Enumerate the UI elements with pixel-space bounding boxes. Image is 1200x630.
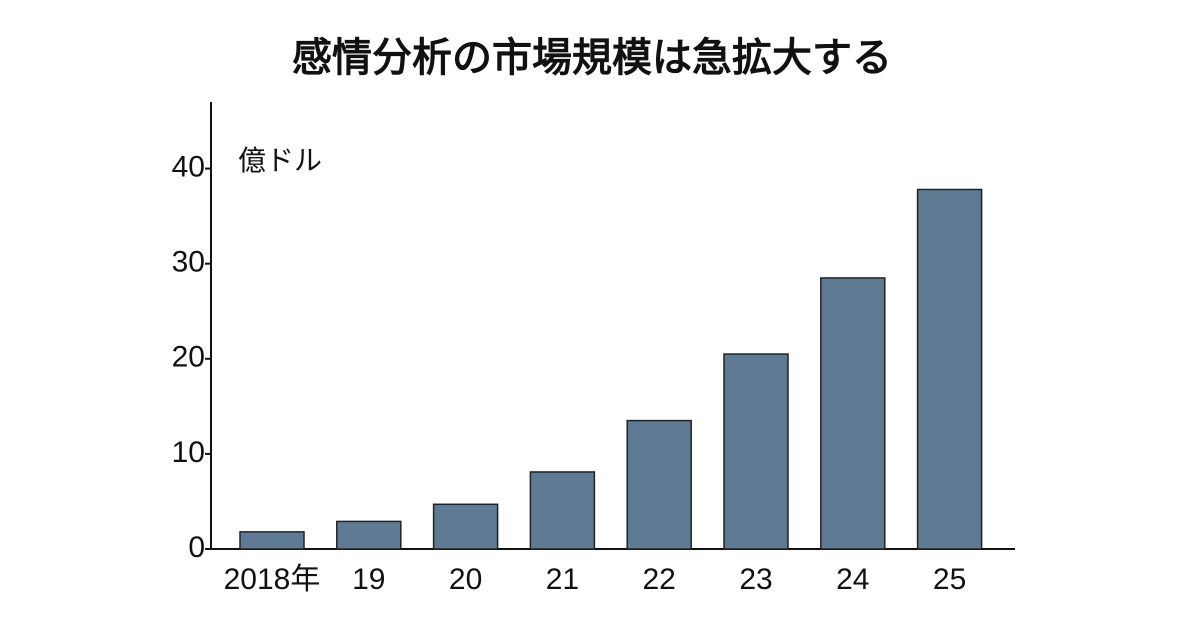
bar xyxy=(916,188,983,550)
bar xyxy=(820,277,886,550)
x-tick-label: 19 xyxy=(352,563,385,596)
x-tick-label: 21 xyxy=(546,563,579,596)
bar xyxy=(529,471,596,550)
y-tick-label: 10 xyxy=(172,436,205,469)
x-tick-label: 25 xyxy=(933,563,966,596)
chart-title: 感情分析の市場規模は急拡大する xyxy=(292,35,892,81)
y-tick-label: 20 xyxy=(172,341,205,374)
y-tick-label: 30 xyxy=(172,246,205,279)
bar xyxy=(336,520,402,550)
x-tick-label: 2018年 xyxy=(224,563,321,596)
bar xyxy=(723,353,789,550)
y-tick-label: 40 xyxy=(172,150,205,183)
y-tick-label: 0 xyxy=(188,531,205,564)
unit-label: 億ドル xyxy=(238,144,322,177)
x-tick-label: 22 xyxy=(643,563,676,596)
bar xyxy=(239,531,305,550)
x-tick-label: 20 xyxy=(449,563,482,596)
bar xyxy=(626,419,692,550)
x-tick-label: 24 xyxy=(836,563,869,596)
bar xyxy=(432,503,499,550)
x-tick-label: 23 xyxy=(739,563,772,596)
